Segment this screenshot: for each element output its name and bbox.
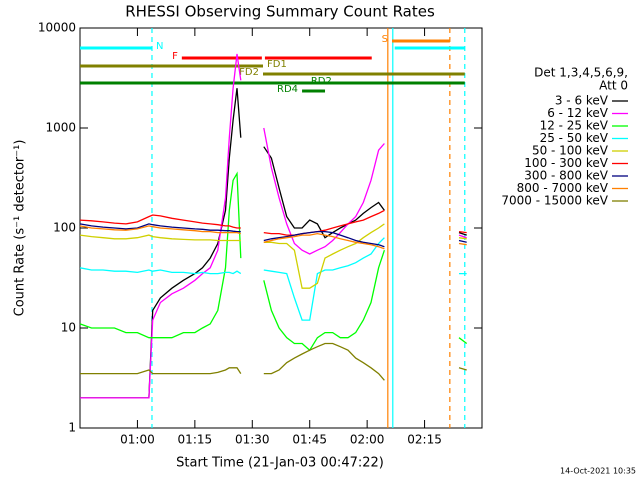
flag-label: S (382, 34, 388, 45)
legend-label: 12 - 25 keV (540, 119, 609, 133)
legend-label: 6 - 12 keV (547, 106, 609, 120)
x-axis-label: Start Time (21-Jan-03 00:47:22) (176, 456, 384, 471)
legend-title: Det 1,3,4,5,6,9, (534, 66, 628, 80)
series-line (79, 237, 467, 321)
series-line (79, 225, 467, 250)
x-tick-label: 01:45 (292, 433, 327, 447)
flag-label: F (172, 51, 178, 62)
legend-label: 25 - 50 keV (540, 131, 609, 145)
y-tick-label: 1000 (45, 121, 76, 135)
series-line (79, 209, 467, 236)
legend-label: 300 - 800 keV (524, 169, 608, 183)
flag-label: RD4 (277, 84, 298, 95)
series-line (79, 171, 468, 352)
x-tick-label: 01:15 (178, 433, 213, 447)
legend-label: 7000 - 15000 keV (501, 194, 608, 208)
y-tick-label: 10 (61, 321, 76, 335)
flag-label: N (156, 41, 163, 52)
x-tick-label: 02:00 (350, 433, 385, 447)
legend-label: 100 - 300 keV (524, 156, 608, 170)
footer: 14-Oct-2021 10:35 (560, 467, 636, 476)
series-line (80, 53, 467, 399)
series-line (79, 223, 467, 289)
chart-title: RHESSI Observing Summary Count Rates (125, 3, 435, 21)
series-line (80, 342, 467, 381)
flag-label: FD2 (239, 67, 259, 78)
y-tick-label: 100 (53, 221, 76, 235)
y-tick-label: 1 (68, 421, 76, 435)
legend-title: Att 0 (599, 79, 628, 93)
legend-label: 50 - 100 keV (532, 144, 609, 158)
y-tick-label: 10000 (38, 21, 76, 35)
series-line (79, 223, 467, 248)
y-axis-label: Count Rate (s⁻¹ detector⁻¹) (13, 140, 28, 317)
legend-label: 800 - 7000 keV (517, 181, 609, 195)
flag-label: FD1 (267, 59, 287, 70)
x-tick-label: 02:15 (407, 433, 442, 447)
x-tick-label: 01:30 (235, 433, 270, 447)
legend-label: 3 - 6 keV (555, 94, 609, 108)
flag-label: RD2 (311, 76, 332, 87)
x-tick-label: 01:00 (120, 433, 155, 447)
